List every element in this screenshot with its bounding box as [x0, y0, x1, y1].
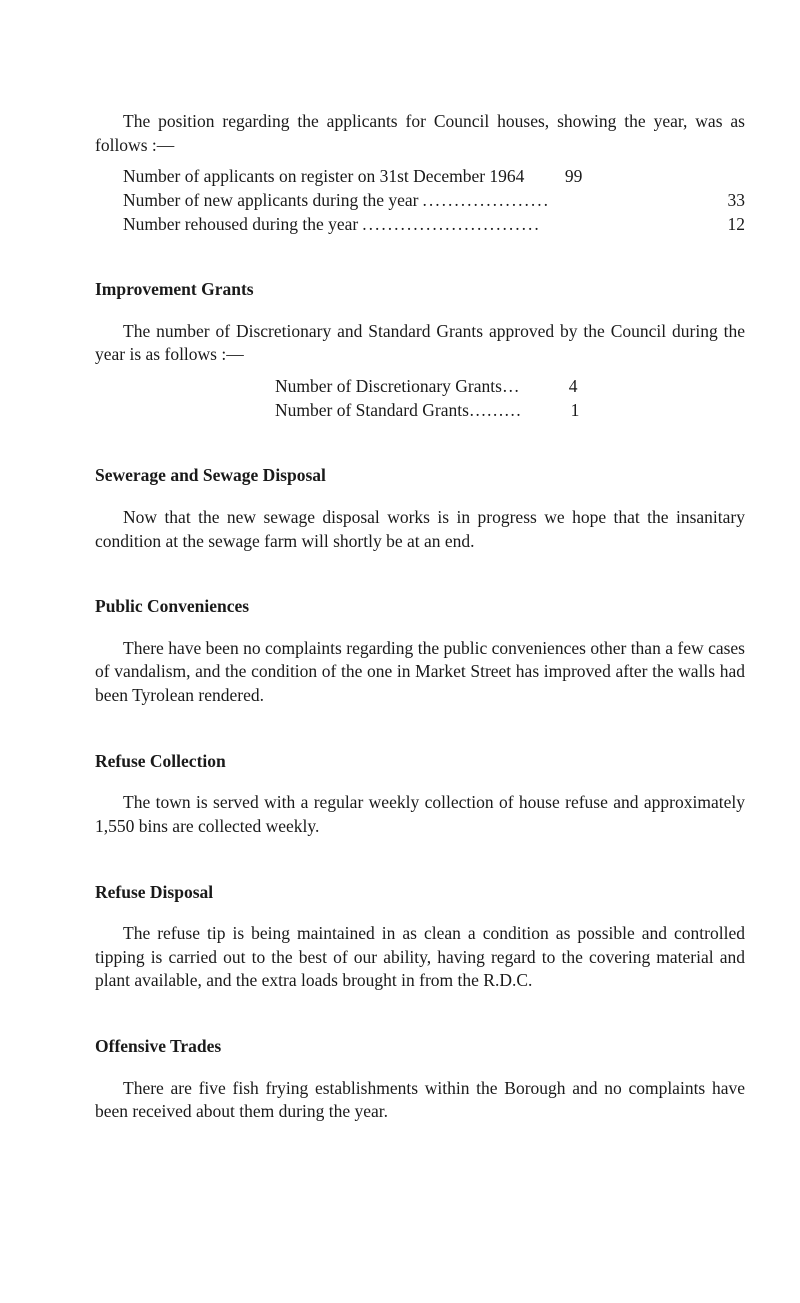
data-value: 12 — [687, 213, 745, 237]
data-label: Number rehoused during the year — [123, 213, 358, 237]
data-label: Number of applicants on register on 31st… — [123, 165, 524, 189]
conveniences-paragraph: There have been no complaints regarding … — [95, 637, 745, 708]
heading-conveniences: Public Conveniences — [95, 595, 745, 619]
section-intro: The position regarding the applicants fo… — [95, 110, 745, 236]
sewerage-paragraph: Now that the new sewage disposal works i… — [95, 506, 745, 553]
document-page: The position regarding the applicants fo… — [0, 0, 800, 1226]
section-sewerage: Sewerage and Sewage Disposal Now that th… — [95, 464, 745, 553]
improvement-data-block: Number of Discretionary Grants … 4 Numbe… — [95, 375, 745, 422]
data-row: Number of new applicants during the year… — [95, 189, 745, 213]
disposal-paragraph: The refuse tip is being maintained in as… — [95, 922, 745, 993]
collection-paragraph: The town is served with a regular weekly… — [95, 791, 745, 838]
data-value: 99 — [524, 165, 582, 189]
improvement-paragraph: The number of Discretionary and Standard… — [95, 320, 745, 367]
data-value: 33 — [687, 189, 745, 213]
data-row: Number of Standard Grants ……… 1 — [95, 399, 745, 423]
data-label: Number of new applicants during the year — [123, 189, 418, 213]
section-offensive-trades: Offensive Trades There are five fish fry… — [95, 1035, 745, 1124]
dots: ............................ — [358, 213, 687, 237]
dots: ……… — [469, 399, 522, 423]
data-value: 4 — [519, 375, 577, 399]
heading-improvement-grants: Improvement Grants — [95, 278, 745, 302]
section-conveniences: Public Conveniences There have been no c… — [95, 595, 745, 708]
intro-paragraph: The position regarding the applicants fo… — [95, 110, 745, 157]
data-label: Number of Discretionary Grants — [275, 375, 502, 399]
data-row: Number rehoused during the year ........… — [95, 213, 745, 237]
dots: … — [502, 375, 520, 399]
intro-data-block: Number of applicants on register on 31st… — [95, 165, 745, 236]
section-improvement-grants: Improvement Grants The number of Discret… — [95, 278, 745, 422]
data-label: Number of Standard Grants — [275, 399, 469, 423]
data-value: 1 — [521, 399, 579, 423]
section-refuse-collection: Refuse Collection The town is served wit… — [95, 750, 745, 839]
heading-sewerage: Sewerage and Sewage Disposal — [95, 464, 745, 488]
offensive-paragraph: There are five fish frying establishment… — [95, 1077, 745, 1124]
heading-refuse-collection: Refuse Collection — [95, 750, 745, 774]
data-row: Number of applicants on register on 31st… — [95, 165, 745, 189]
dots: .................... — [418, 189, 687, 213]
heading-offensive-trades: Offensive Trades — [95, 1035, 745, 1059]
section-refuse-disposal: Refuse Disposal The refuse tip is being … — [95, 881, 745, 994]
heading-refuse-disposal: Refuse Disposal — [95, 881, 745, 905]
data-row: Number of Discretionary Grants … 4 — [95, 375, 745, 399]
